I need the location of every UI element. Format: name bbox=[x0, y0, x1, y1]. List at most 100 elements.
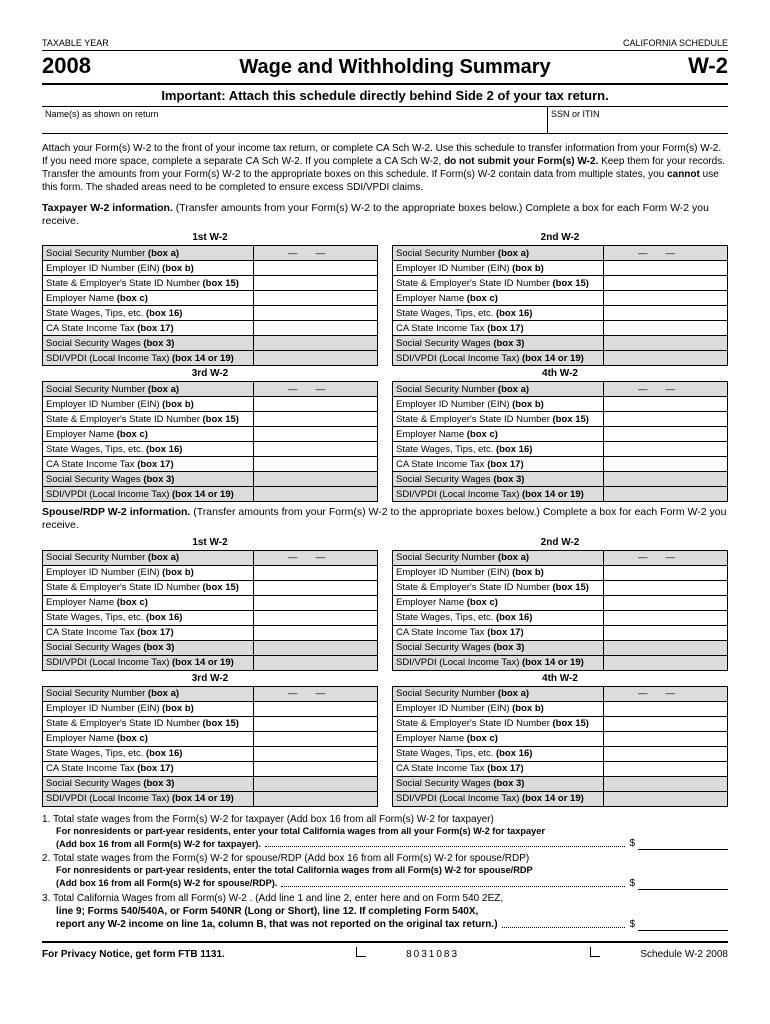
w2-row-value[interactable] bbox=[604, 640, 728, 655]
taxpayer-w2-table-2: Social Security Number (box a)——Employer… bbox=[392, 245, 728, 366]
line1-amount-field[interactable] bbox=[638, 838, 728, 850]
w2-row-value[interactable] bbox=[254, 487, 378, 502]
w2-row-label: CA State Income Tax (box 17) bbox=[43, 457, 254, 472]
w2-row-value[interactable] bbox=[604, 412, 728, 427]
dots-leader bbox=[502, 927, 626, 928]
w2-row-label: State Wages, Tips, etc. (box 16) bbox=[43, 306, 254, 321]
w2-row-value[interactable] bbox=[604, 427, 728, 442]
w2-row-value[interactable] bbox=[604, 321, 728, 336]
page-footer: For Privacy Notice, get form FTB 1131. 8… bbox=[42, 941, 728, 960]
w2-row-value[interactable] bbox=[604, 655, 728, 670]
w2-row-label: CA State Income Tax (box 17) bbox=[43, 625, 254, 640]
w2-row-value[interactable] bbox=[254, 625, 378, 640]
w2-row-value[interactable] bbox=[604, 791, 728, 806]
w2-row-value[interactable] bbox=[254, 427, 378, 442]
w2-row-value[interactable] bbox=[254, 276, 378, 291]
w2-row-label: State & Employer's State ID Number (box … bbox=[393, 716, 604, 731]
w2-row-value[interactable] bbox=[604, 472, 728, 487]
w2-row-value[interactable] bbox=[254, 397, 378, 412]
w2-row-value[interactable] bbox=[254, 336, 378, 351]
w2-row-value[interactable] bbox=[604, 610, 728, 625]
w2-row-label: Employer Name (box c) bbox=[43, 291, 254, 306]
w2-row-value[interactable] bbox=[254, 580, 378, 595]
spouse-w2-table-2: Social Security Number (box a)——Employer… bbox=[392, 550, 728, 671]
w2-row-value[interactable] bbox=[604, 716, 728, 731]
w2-row-value[interactable] bbox=[604, 595, 728, 610]
w2-row-value[interactable] bbox=[604, 291, 728, 306]
w2-row-value[interactable] bbox=[254, 306, 378, 321]
w2-row-label: State Wages, Tips, etc. (box 16) bbox=[43, 746, 254, 761]
dollar-sign: $ bbox=[629, 877, 638, 890]
w2-row-value[interactable] bbox=[604, 565, 728, 580]
w2-row-value[interactable]: —— bbox=[604, 550, 728, 565]
w2-row-value[interactable] bbox=[254, 791, 378, 806]
w2-row-value[interactable]: —— bbox=[604, 686, 728, 701]
w2-row-label: SDI/VPDI (Local Income Tax) (box 14 or 1… bbox=[393, 351, 604, 366]
w2-row-value[interactable] bbox=[254, 457, 378, 472]
important-notice: Important: Attach this schedule directly… bbox=[42, 85, 728, 107]
form-title: Wage and Withholding Summary bbox=[122, 56, 668, 79]
w2-row-label: Employer ID Number (EIN) (box b) bbox=[393, 261, 604, 276]
line2-text-b: For nonresidents or part-year residents,… bbox=[42, 865, 728, 877]
w2-row-value[interactable] bbox=[604, 306, 728, 321]
w2-row-value[interactable] bbox=[604, 276, 728, 291]
w2-row-value[interactable]: —— bbox=[254, 382, 378, 397]
w2-row-value[interactable] bbox=[604, 351, 728, 366]
w2-row-value[interactable] bbox=[254, 776, 378, 791]
line2-amount-field[interactable] bbox=[638, 878, 728, 890]
w2-row-value[interactable] bbox=[254, 716, 378, 731]
line3-text-c: report any W-2 income on line 1a, column… bbox=[56, 918, 498, 931]
w2-row-value[interactable] bbox=[254, 640, 378, 655]
w2-row-value[interactable] bbox=[604, 776, 728, 791]
spouse-w2-label-4th: 4th W-2 bbox=[392, 671, 728, 686]
spouse-w2-table-4: Social Security Number (box a)——Employer… bbox=[392, 686, 728, 807]
w2-row-value[interactable] bbox=[254, 321, 378, 336]
w2-row-value[interactable] bbox=[254, 610, 378, 625]
taxpayer-w2-table-1: Social Security Number (box a)——Employer… bbox=[42, 245, 378, 366]
ssn-label[interactable]: SSN or ITIN bbox=[548, 107, 728, 133]
w2-row-label: Social Security Wages (box 3) bbox=[43, 336, 254, 351]
spouse-w2-table-1: Social Security Number (box a)——Employer… bbox=[42, 550, 378, 671]
w2-row-value[interactable] bbox=[604, 580, 728, 595]
w2-row-value[interactable] bbox=[254, 746, 378, 761]
w2-row-label: Employer ID Number (EIN) (box b) bbox=[43, 701, 254, 716]
w2-row-value[interactable] bbox=[604, 487, 728, 502]
w2-row-value[interactable] bbox=[254, 351, 378, 366]
line2-text-c: (Add box 16 from all Form(s) W-2 for spo… bbox=[56, 878, 277, 890]
w2-row-value[interactable] bbox=[604, 261, 728, 276]
w2-row-value[interactable] bbox=[254, 442, 378, 457]
w2-row-value[interactable] bbox=[254, 595, 378, 610]
w2-row-value[interactable] bbox=[604, 397, 728, 412]
w2-row-label: Employer ID Number (EIN) (box b) bbox=[43, 261, 254, 276]
w2-row-label: SDI/VPDI (Local Income Tax) (box 14 or 1… bbox=[43, 351, 254, 366]
w2-row-label: SDI/VPDI (Local Income Tax) (box 14 or 1… bbox=[393, 791, 604, 806]
w2-row-value[interactable]: —— bbox=[604, 382, 728, 397]
line1-text-c: (Add box 16 from all Form(s) W-2 for tax… bbox=[56, 839, 261, 851]
w2-row-value[interactable] bbox=[604, 457, 728, 472]
tax-year: 2008 bbox=[42, 53, 122, 79]
w2-row-value[interactable] bbox=[254, 701, 378, 716]
w2-row-label: Employer ID Number (EIN) (box b) bbox=[393, 565, 604, 580]
w2-row-value[interactable]: —— bbox=[254, 550, 378, 565]
w2-row-value[interactable] bbox=[604, 336, 728, 351]
w2-row-value[interactable] bbox=[254, 291, 378, 306]
w2-row-value[interactable] bbox=[604, 442, 728, 457]
names-label[interactable]: Name(s) as shown on return bbox=[42, 107, 548, 133]
w2-row-value[interactable] bbox=[254, 655, 378, 670]
line3-amount-field[interactable] bbox=[638, 919, 728, 931]
w2-row-value[interactable]: —— bbox=[254, 246, 378, 261]
w2-row-value[interactable] bbox=[254, 761, 378, 776]
w2-row-value[interactable] bbox=[604, 731, 728, 746]
w2-row-value[interactable] bbox=[604, 625, 728, 640]
w2-row-value[interactable] bbox=[254, 731, 378, 746]
w2-row-value[interactable] bbox=[604, 701, 728, 716]
w2-row-value[interactable] bbox=[254, 472, 378, 487]
w2-row-label: State & Employer's State ID Number (box … bbox=[43, 276, 254, 291]
w2-row-value[interactable] bbox=[254, 412, 378, 427]
w2-row-value[interactable]: —— bbox=[604, 246, 728, 261]
w2-row-value[interactable] bbox=[604, 761, 728, 776]
w2-row-value[interactable] bbox=[254, 565, 378, 580]
w2-row-value[interactable]: —— bbox=[254, 686, 378, 701]
w2-row-value[interactable] bbox=[604, 746, 728, 761]
w2-row-value[interactable] bbox=[254, 261, 378, 276]
